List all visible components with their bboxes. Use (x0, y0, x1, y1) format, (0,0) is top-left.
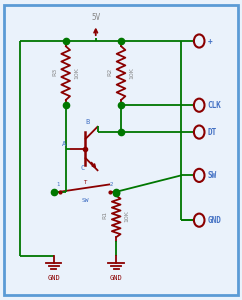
Text: B: B (85, 118, 90, 124)
Text: R3: R3 (52, 68, 57, 76)
Text: T: T (83, 180, 87, 185)
Text: 10K: 10K (74, 67, 79, 79)
Text: R1: R1 (103, 211, 108, 219)
Text: 2: 2 (110, 182, 113, 187)
Text: 10K: 10K (125, 211, 129, 222)
Text: A: A (62, 141, 67, 147)
Text: 5V: 5V (91, 13, 100, 22)
Text: GND: GND (47, 275, 60, 281)
Text: SW: SW (81, 198, 89, 203)
Text: GND: GND (110, 275, 122, 281)
Text: DT: DT (208, 128, 217, 136)
Text: +: + (208, 37, 212, 46)
Text: CLK: CLK (208, 101, 221, 110)
Text: GND: GND (208, 216, 221, 225)
Text: C: C (80, 165, 85, 171)
Text: R2: R2 (108, 68, 113, 76)
Text: 1: 1 (57, 182, 60, 187)
Text: 10K: 10K (129, 67, 134, 79)
Text: SW: SW (208, 171, 217, 180)
